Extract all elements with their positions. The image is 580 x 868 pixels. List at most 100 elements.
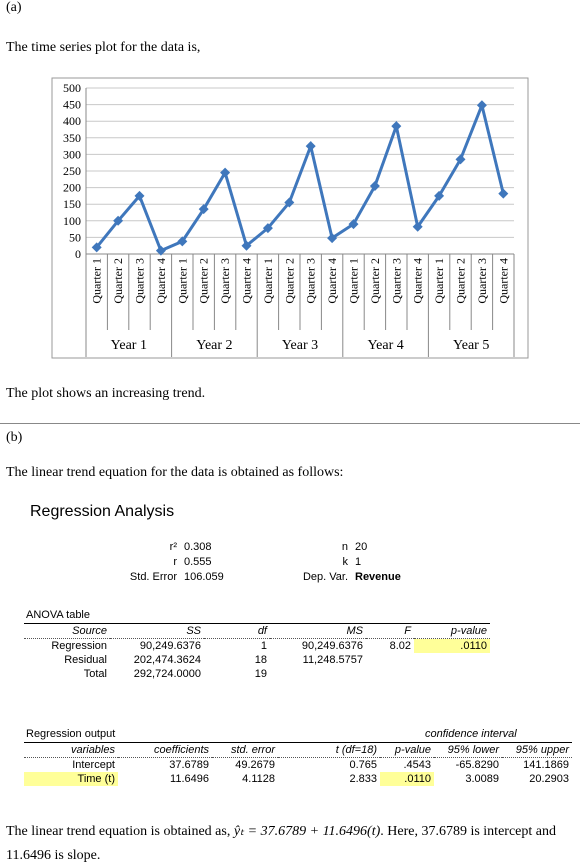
x-tick-label: Quarter 3 [389, 258, 403, 304]
stat-value: 1 [355, 556, 362, 568]
table-cell: Regression [51, 640, 107, 652]
table-cell: 20.2903 [529, 773, 569, 785]
table-cell: 202,474.3624 [133, 654, 201, 666]
stat-label: k [342, 556, 349, 568]
paragraph: The time series plot for the data is, [6, 40, 201, 55]
y-tick-label: 100 [63, 214, 81, 228]
chart: 0 50 100 150 200 250 300 350 400 450 500 Quarter 1 Q… [51, 77, 529, 359]
x-tick-label: Quarter 2 [197, 258, 211, 304]
data-point [241, 240, 252, 251]
table-cell: Source [24, 623, 110, 639]
table-row: Time (t) 11.6496 4.1128 2.833.0110 3.0089 20.… [24, 772, 572, 786]
table-cell [270, 667, 366, 681]
text: The linear trend equation is obtained as… [6, 824, 231, 839]
x-tick-label: Quarter 1 [347, 258, 361, 304]
data-point [113, 215, 124, 226]
paragraph: The linear trend equation for the data i… [6, 465, 344, 480]
table-cell: 0.765 [349, 759, 377, 771]
text: . Here, 37.6789 is intercept and 11.6496… [6, 824, 556, 863]
table-cell: 90,249.6376 [139, 640, 201, 652]
x-tick-label: Quarter 4 [496, 258, 510, 304]
table-cell: F [366, 623, 414, 639]
data-point [369, 180, 380, 191]
y-tick-label: 500 [63, 81, 81, 95]
y-tick-label: 200 [63, 181, 81, 195]
x-tick-label: Quarter 4 [411, 258, 425, 304]
data-point [262, 223, 273, 234]
table-cell: 141.1869 [523, 759, 569, 771]
table-cell: SS [110, 623, 204, 639]
y-tick-label: 150 [63, 197, 81, 211]
group-label: Year 5 [453, 338, 489, 353]
data-point [434, 190, 445, 201]
stat-value: 20 [355, 541, 368, 553]
series-line [95, 100, 505, 253]
x-tick-label: Quarter 4 [154, 258, 168, 304]
data-point [305, 141, 316, 152]
table-row: Intercept 37.6789 49.2679 0.765 .4543 -65.829… [24, 758, 572, 773]
y-tick-label: 300 [63, 147, 81, 161]
x-tick-label: Quarter 2 [282, 258, 296, 304]
table-cell: 18 [254, 654, 267, 666]
x-tick-label: Quarter 1 [90, 258, 104, 304]
y-tick-label: 0 [75, 247, 81, 261]
y-tick-label: 250 [63, 164, 81, 178]
data-point [348, 219, 359, 230]
table-cell: MS [270, 623, 366, 639]
stat-value: 106.059 [184, 571, 224, 583]
table-cell [414, 667, 490, 681]
table-cell: variables [24, 742, 118, 758]
stat-label: Dep. Var. [302, 571, 348, 583]
paragraph: The linear trend equation is obtained as… [6, 820, 574, 868]
data-point [155, 245, 166, 256]
table-cell: 11.6496 [170, 773, 209, 785]
data-point [391, 121, 402, 132]
x-tick-label: Quarter 2 [111, 258, 125, 304]
table-cell: Total [83, 668, 107, 680]
group-label: Year 2 [196, 338, 232, 353]
group-label: Year 4 [367, 338, 403, 353]
table-cell: .0110 [380, 772, 434, 786]
data-point [91, 242, 102, 253]
table-cell: .4543 [403, 759, 431, 771]
table-cell: coefficients [118, 742, 212, 758]
x-tick-label: Quarter 2 [368, 258, 382, 304]
table-row: Total 292,724.0000 19 [24, 667, 490, 681]
table-cell: 37.6789 [169, 759, 209, 771]
table-cell: 11,248.5757 [302, 654, 363, 666]
x-tick-label: Quarter 3 [475, 258, 489, 304]
y-tick-label: 450 [63, 98, 81, 112]
table-cell: 3.0089 [465, 773, 499, 785]
group-label: Year 1 [111, 338, 147, 353]
y-tick-label: 400 [63, 114, 81, 128]
stat-value: 0.555 [184, 556, 212, 568]
table-cell: 19 [254, 668, 267, 680]
table-cell: 8.02 [389, 640, 411, 652]
table-cell: t (df=18) [278, 742, 380, 758]
data-point [455, 154, 466, 165]
group-label: Year 3 [282, 338, 318, 353]
data-point [498, 188, 509, 199]
x-tick-label: Quarter 4 [325, 258, 339, 304]
x-tick-label: Quarter 1 [261, 258, 275, 304]
table-row: Residual 202,474.3624 18 11,248.5757 [24, 653, 490, 667]
x-tick-label: Quarter 2 [454, 258, 468, 304]
x-tick-label: Quarter 3 [304, 258, 318, 304]
stat-value: Revenue [355, 571, 401, 583]
data-point [412, 221, 423, 232]
data-point [327, 233, 338, 244]
table-cell: 95% lower [434, 742, 502, 758]
table-row: variables coefficients std. error t (df=18)… [24, 742, 572, 758]
output-table: variables coefficients std. error t (df=18)… [24, 742, 572, 786]
table-cell: 90,249.6376 [301, 640, 363, 652]
table-cell: 1 [260, 640, 267, 652]
part-label: (b) [6, 430, 23, 445]
table-cell: 95% upper [502, 742, 572, 758]
table-cell [414, 653, 490, 667]
table-cell: 2.833 [349, 773, 377, 785]
data-point [284, 197, 295, 208]
stat-label: Std. Error [129, 571, 177, 583]
